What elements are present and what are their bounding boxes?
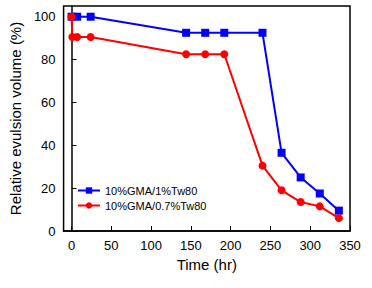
svg-text:Relative evulsion volume (%): Relative evulsion volume (%)	[7, 22, 24, 215]
svg-text:20: 20	[41, 181, 55, 196]
svg-text:60: 60	[41, 95, 55, 110]
svg-text:10%GMA/0.7%Tw80: 10%GMA/0.7%Tw80	[105, 200, 207, 212]
svg-text:100: 100	[140, 238, 162, 253]
svg-text:200: 200	[220, 238, 242, 253]
svg-text:250: 250	[260, 238, 282, 253]
svg-text:10%GMA/1%Tw80: 10%GMA/1%Tw80	[105, 185, 197, 197]
svg-text:300: 300	[299, 238, 321, 253]
svg-text:0: 0	[48, 224, 55, 239]
svg-text:Time (hr): Time (hr)	[177, 256, 237, 273]
svg-text:50: 50	[104, 238, 118, 253]
svg-text:350: 350	[339, 238, 361, 253]
svg-text:40: 40	[41, 138, 55, 153]
svg-text:0: 0	[68, 238, 75, 253]
svg-text:100: 100	[34, 9, 56, 24]
svg-text:80: 80	[41, 52, 55, 67]
svg-text:150: 150	[180, 238, 202, 253]
